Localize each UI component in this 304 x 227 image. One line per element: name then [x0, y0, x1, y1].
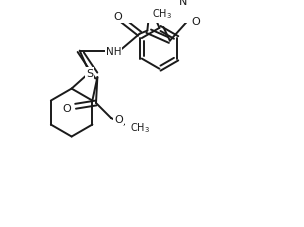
Text: O: O: [62, 103, 71, 113]
Text: NH: NH: [106, 47, 122, 56]
Text: S: S: [86, 68, 93, 78]
Text: CH$_3$: CH$_3$: [130, 121, 150, 135]
Text: O: O: [191, 17, 200, 27]
Text: O: O: [114, 115, 123, 125]
Text: N: N: [179, 0, 187, 7]
Text: O: O: [113, 12, 122, 22]
Text: CH$_3$: CH$_3$: [152, 8, 172, 21]
